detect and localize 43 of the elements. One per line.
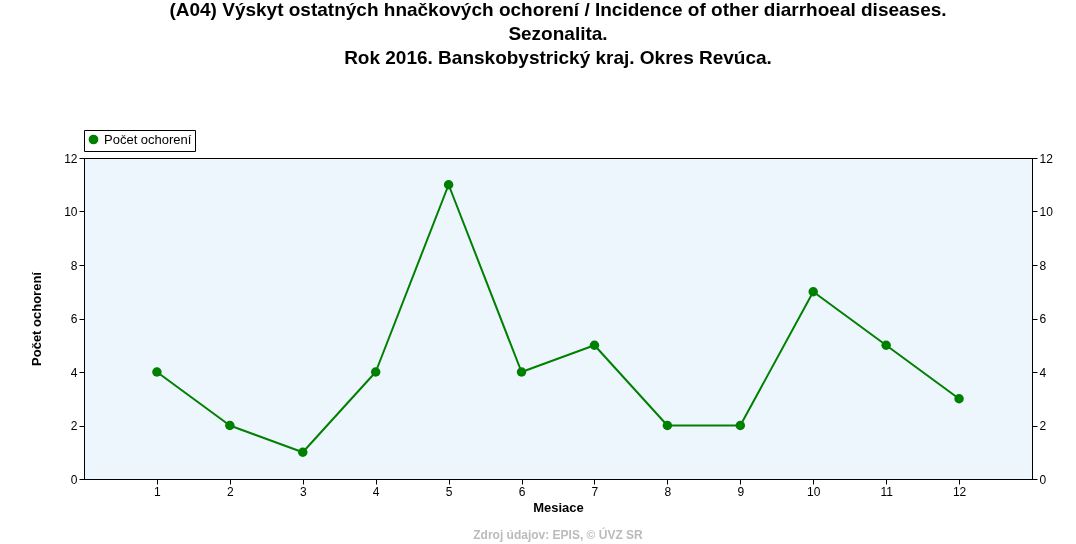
x-axis-title: Mesiace bbox=[533, 499, 584, 515]
y-tick-label: 10 bbox=[64, 205, 78, 219]
y-tick-label: 0 bbox=[70, 472, 78, 487]
x-tick-label: 10 bbox=[807, 484, 821, 499]
y-tick-label: 4 bbox=[70, 365, 78, 380]
y2-tick-label: 4 bbox=[1039, 365, 1047, 380]
y2-tick-label: 12 bbox=[1039, 151, 1054, 166]
point bbox=[298, 447, 308, 457]
point bbox=[225, 420, 235, 431]
point bbox=[370, 367, 381, 377]
x-tick-label: 2 bbox=[227, 484, 234, 499]
point bbox=[881, 340, 891, 350]
point bbox=[152, 367, 162, 377]
point bbox=[589, 340, 600, 350]
x-tick-label: 6 bbox=[518, 484, 526, 499]
x-tick-label: 8 bbox=[664, 484, 672, 499]
x-tick-label: 3 bbox=[299, 484, 307, 499]
y-axis-title: Počet ochorení bbox=[29, 271, 45, 366]
text: Zdroj údajov: EPIS, © ÚVZ SR bbox=[473, 527, 644, 542]
x-tick-label: 9 bbox=[737, 484, 745, 499]
chart-title: (A04) Výskyt ostatných hnačkových ochorení / Incidence of other diarrhoeal diseases. Sezonalita. Rok 2016. Banskobystrický kraj. Okres Revúca. bbox=[169, 0, 947, 68]
point bbox=[443, 180, 454, 190]
point bbox=[735, 420, 746, 431]
point bbox=[954, 394, 964, 404]
legend-label: Počet ochorení bbox=[104, 131, 192, 147]
y2-tick-label: 6 bbox=[1039, 312, 1047, 326]
point bbox=[662, 420, 673, 431]
x-tick-label: 5 bbox=[445, 484, 453, 499]
x-tick-label: 7 bbox=[591, 484, 599, 499]
point bbox=[516, 367, 527, 377]
y-tick-label: 6 bbox=[70, 312, 78, 326]
point bbox=[808, 287, 818, 297]
y2-tick-label: 10 bbox=[1039, 205, 1054, 219]
y2-tick-label: 8 bbox=[1039, 258, 1047, 273]
y2-tick-label: 0 bbox=[1039, 472, 1047, 487]
y-tick-label: 12 bbox=[64, 151, 78, 166]
x-tick-label: 11 bbox=[880, 484, 894, 499]
y2-tick-label: 2 bbox=[1039, 419, 1047, 433]
y-tick-label: 8 bbox=[70, 258, 78, 273]
y-tick-label: 2 bbox=[70, 419, 78, 433]
x-tick-label: 4 bbox=[372, 484, 380, 499]
x-tick-label: 12 bbox=[952, 484, 967, 499]
x-tick-label: 1 bbox=[154, 484, 162, 499]
